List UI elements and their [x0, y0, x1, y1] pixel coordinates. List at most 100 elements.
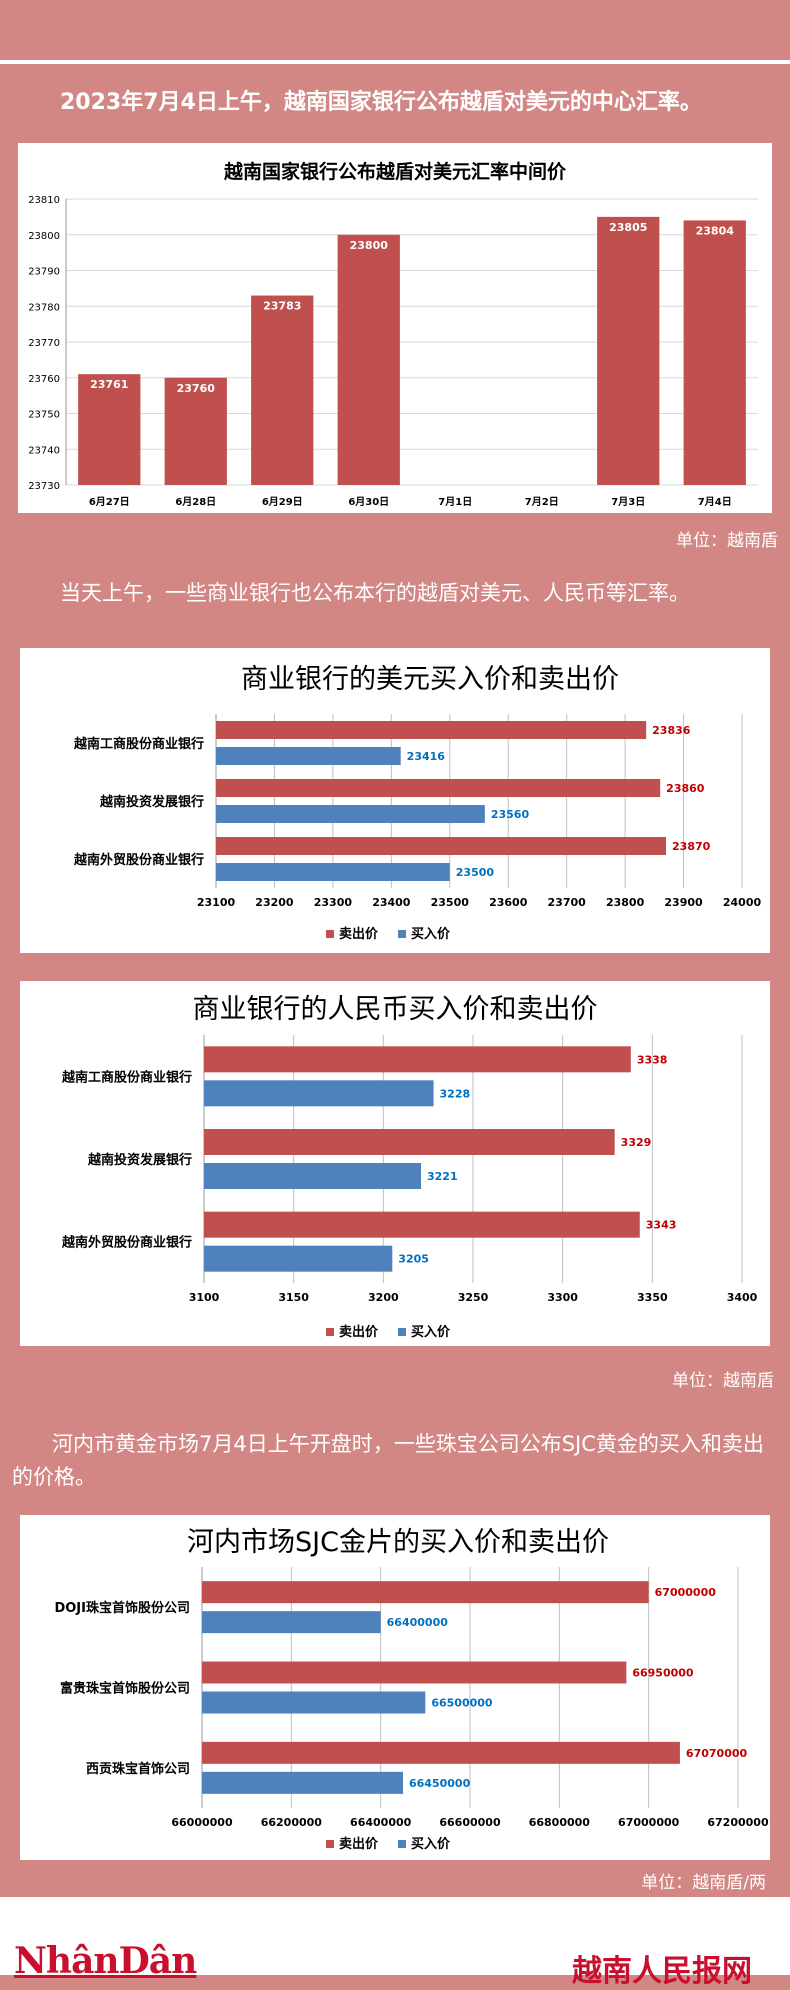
category-label: 西贡珠宝首饰公司	[86, 1761, 190, 1777]
sell-bar	[216, 779, 661, 797]
category-label: 越南工商股份商业银行	[61, 1069, 192, 1085]
legend-sell-label: 卖出价	[339, 1836, 379, 1852]
category-label: 越南工商股份商业银行	[73, 736, 204, 752]
bar	[597, 216, 660, 485]
sell-bar	[202, 1661, 627, 1684]
buy-bar	[204, 1245, 393, 1272]
sell-bar	[204, 1046, 631, 1073]
caption-intro: 2023年7月4日上午，越南国家银行公布越盾对美元的中心汇率。	[60, 90, 702, 115]
chart-title: 河内市场SJC金片的买入价和卖出价	[187, 1527, 609, 1558]
buy-bar	[202, 1771, 403, 1794]
legend-buy-label: 买入价	[411, 927, 451, 942]
sell-value-label: 3343	[646, 1219, 677, 1232]
sell-bar	[202, 1741, 680, 1764]
buy-value-label: 66450000	[409, 1777, 471, 1790]
buy-bar	[216, 863, 450, 881]
x-tick-label: 7月3日	[611, 496, 645, 508]
chart-usd: 商业银行的美元买入价和卖出价 23100 23200 23300 23400 23500 2…	[73, 664, 761, 942]
x-tick-label: 3200	[368, 1291, 399, 1304]
sell-bar	[216, 837, 667, 855]
x-tick-label: 6月30日	[348, 496, 389, 508]
buy-bar	[216, 747, 401, 765]
bar	[683, 220, 746, 485]
x-tick-label: 23200	[255, 896, 294, 909]
y-tick-label: 23750	[28, 410, 60, 421]
x-tick-label: 3400	[727, 1291, 758, 1304]
x-tick-label: 3250	[458, 1291, 489, 1304]
bar	[164, 377, 227, 485]
x-tick-label: 23900	[664, 896, 703, 909]
chart-title: 越南国家银行公布越盾对美元汇率中间价	[223, 160, 567, 183]
x-tick-label: 3350	[637, 1291, 668, 1304]
category-label: 越南外贸股份商业银行	[61, 1235, 192, 1251]
legend-buy-label: 买入价	[411, 1325, 451, 1340]
sell-bar	[216, 721, 647, 739]
legend-buy-label: 买入价	[411, 1837, 451, 1852]
x-tick-label: 7月1日	[438, 496, 472, 508]
sell-value-label: 23860	[666, 782, 705, 795]
y-tick-label: 23730	[28, 481, 60, 492]
bar-value-label: 23760	[177, 382, 216, 395]
bar	[78, 374, 141, 485]
category-label: 越南外贸股份商业银行	[73, 852, 204, 868]
x-tick-label: 67000000	[618, 1816, 680, 1829]
category-label: 富贵珠宝首饰股份公司	[60, 1681, 190, 1697]
y-tick-label: 23790	[28, 267, 60, 278]
x-tick-label: 23400	[372, 896, 411, 909]
x-tick-label: 66000000	[171, 1816, 233, 1829]
site-name-logo[interactable]: 越南人民报网	[572, 1954, 752, 1989]
y-tick-label: 23800	[28, 231, 60, 242]
x-tick-label: 3300	[547, 1291, 578, 1304]
sell-bar	[204, 1211, 640, 1238]
y-tick-label: 23780	[28, 302, 60, 313]
unit-label-2: 单位：越南盾	[672, 1371, 774, 1391]
legend-buy-swatch	[398, 1328, 406, 1336]
sell-value-label: 23870	[672, 840, 711, 853]
sell-value-label: 3338	[637, 1053, 668, 1066]
x-tick-label: 66200000	[261, 1816, 323, 1829]
buy-value-label: 3205	[398, 1253, 429, 1266]
sell-bar	[202, 1581, 649, 1604]
bar-value-label: 23804	[696, 224, 735, 237]
x-tick-label: 23600	[489, 896, 528, 909]
x-tick-label: 66400000	[350, 1816, 412, 1829]
x-tick-label: 23500	[431, 896, 470, 909]
bar-value-label: 23800	[350, 239, 389, 252]
top-divider	[0, 60, 790, 64]
sell-value-label: 67000000	[655, 1586, 717, 1599]
bar	[251, 295, 314, 485]
caption-gold: 河内市黄金市场7月4日上午开盘时，一些珠宝公司公布SJC黄金的买入和卖出的价格。	[12, 1432, 764, 1489]
legend-sell-label: 卖出价	[339, 1324, 379, 1340]
chart-cny-panel: 商业银行的人民币买入价和卖出价 3100 3150 3200 3250 3300 3350 3…	[20, 981, 770, 1346]
chart-usd-panel: 商业银行的美元买入价和卖出价 23100 23200 23300 23400 23500 2…	[20, 648, 770, 953]
chart-central-rate: 越南国家银行公布越盾对美元汇率中间价 23730 23740 23750 23760 23…	[28, 160, 758, 508]
buy-bar	[202, 1611, 381, 1634]
y-tick-label: 23740	[28, 445, 60, 456]
buy-value-label: 23560	[491, 808, 530, 821]
y-tick-label: 23770	[28, 338, 60, 349]
legend-sell-swatch	[326, 930, 334, 938]
nhandan-logo[interactable]: NhânDân	[14, 1940, 197, 1982]
sell-value-label: 66950000	[632, 1667, 694, 1680]
y-tick-label: 23760	[28, 374, 60, 385]
category-label: 越南投资发展银行	[99, 794, 204, 810]
x-tick-label: 23700	[548, 896, 587, 909]
sell-value-label: 23836	[652, 724, 691, 737]
x-tick-label: 6月27日	[89, 496, 130, 508]
bar-value-label: 23761	[90, 378, 128, 391]
x-tick-label: 66600000	[439, 1816, 501, 1829]
x-tick-label: 3150	[278, 1291, 309, 1304]
bar-value-label: 23783	[263, 300, 301, 313]
x-tick-label: 7月4日	[698, 496, 732, 508]
legend-buy-swatch	[398, 1840, 406, 1848]
x-tick-label: 7月2日	[525, 496, 559, 508]
buy-value-label: 3228	[440, 1087, 471, 1100]
buy-value-label: 66500000	[431, 1697, 493, 1710]
chart-cny: 商业银行的人民币买入价和卖出价 3100 3150 3200 3250 3300 3350 3…	[61, 994, 758, 1340]
legend-sell-swatch	[326, 1840, 334, 1848]
sell-value-label: 3329	[621, 1136, 652, 1149]
buy-bar	[216, 805, 485, 823]
x-tick-label: 23100	[197, 896, 236, 909]
y-tick-label: 23810	[28, 195, 60, 206]
category-label: 越南投资发展银行	[87, 1152, 192, 1168]
